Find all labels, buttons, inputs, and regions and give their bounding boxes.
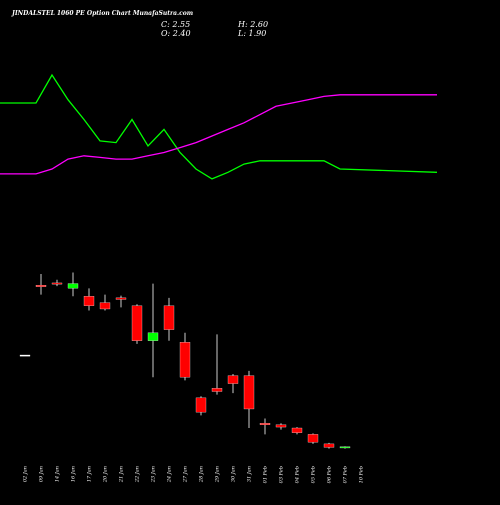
- candle-body: [131, 305, 143, 341]
- chart-title: JINDALSTEL 1060 PE Option Chart MunafaSu…: [11, 10, 193, 17]
- x-tick-label: 16 Jan: [71, 466, 77, 482]
- x-tick-label: 01 Feb: [263, 466, 269, 483]
- x-tick-label: 07 Feb: [343, 466, 349, 483]
- candle: [307, 433, 319, 444]
- x-tick-label: 24 Jan: [167, 466, 173, 483]
- candle: [339, 446, 351, 449]
- candle: [83, 288, 95, 311]
- candle: [259, 418, 271, 435]
- candle: [243, 370, 255, 429]
- candle-body: [323, 443, 335, 448]
- x-tick-label: 17 Jan: [87, 466, 93, 482]
- x-tick-label: 30 Jan: [231, 466, 237, 482]
- candle: [195, 396, 207, 416]
- x-tick-label: 10 Feb: [359, 466, 365, 483]
- candle-body: [115, 297, 127, 300]
- low-value: L: 1.90: [237, 29, 266, 38]
- candle: [35, 274, 47, 295]
- candle: [323, 442, 335, 449]
- candle-body: [211, 388, 223, 392]
- candle-body: [19, 354, 31, 357]
- candle-body: [51, 282, 63, 285]
- candle: [275, 423, 287, 430]
- candle-body: [67, 283, 79, 289]
- indicator-lines: [0, 73, 438, 180]
- candle: [211, 334, 223, 395]
- x-tick-label: 27 Jan: [183, 466, 189, 483]
- candle: [163, 297, 175, 341]
- x-tick-label: 04 Feb: [295, 466, 301, 483]
- candle: [179, 332, 191, 381]
- candle-body: [275, 424, 287, 428]
- x-tick-label: 14 Jan: [55, 466, 61, 482]
- candle-body: [147, 332, 159, 341]
- candles: [19, 272, 351, 449]
- x-tick-label: 29 Jan: [215, 466, 221, 483]
- x-tick-label: 23 Jan: [151, 466, 157, 483]
- indicator-line-2: [0, 94, 437, 175]
- x-tick-label: 05 Feb: [311, 466, 317, 483]
- candle: [67, 272, 79, 297]
- candle: [227, 374, 239, 394]
- candle: [99, 294, 111, 311]
- candle: [19, 354, 31, 357]
- close-value: C: 2.55: [161, 20, 190, 29]
- candle-body: [179, 342, 191, 378]
- candle: [51, 279, 63, 287]
- x-axis: 02 Jan 09 Jan 14 Jan 16 Jan 17 Jan 20 Jan 21 J…: [23, 466, 365, 483]
- candle-body: [243, 375, 255, 410]
- candle: [115, 295, 127, 308]
- candle-body: [339, 446, 351, 449]
- candle-body: [163, 305, 175, 330]
- x-tick-label: 28 Jan: [199, 466, 205, 483]
- candle-body: [291, 427, 303, 433]
- x-tick-label: 02 Jan: [23, 466, 29, 482]
- candle: [131, 304, 143, 344]
- candle-body: [195, 397, 207, 413]
- candle-body: [35, 285, 47, 287]
- candle: [291, 427, 303, 435]
- x-tick-label: 22 Jan: [135, 466, 141, 483]
- indicator-line-1: [0, 73, 438, 180]
- candle-body: [99, 302, 111, 310]
- x-tick-label: 31 Jan: [247, 466, 253, 482]
- x-tick-label: 21 Jan: [119, 466, 125, 483]
- x-tick-label: 03 Feb: [279, 466, 285, 483]
- candle-body: [259, 423, 271, 425]
- x-tick-label: 09 Jan: [39, 466, 45, 482]
- candle-body: [83, 296, 95, 306]
- x-tick-label: 20 Jan: [103, 466, 109, 483]
- high-value: H: 2.60: [237, 20, 268, 29]
- open-value: O: 2.40: [161, 29, 191, 38]
- candle: [147, 283, 159, 378]
- candle-body: [227, 375, 239, 384]
- candle-body: [307, 434, 319, 443]
- x-tick-label: 06 Feb: [327, 466, 333, 483]
